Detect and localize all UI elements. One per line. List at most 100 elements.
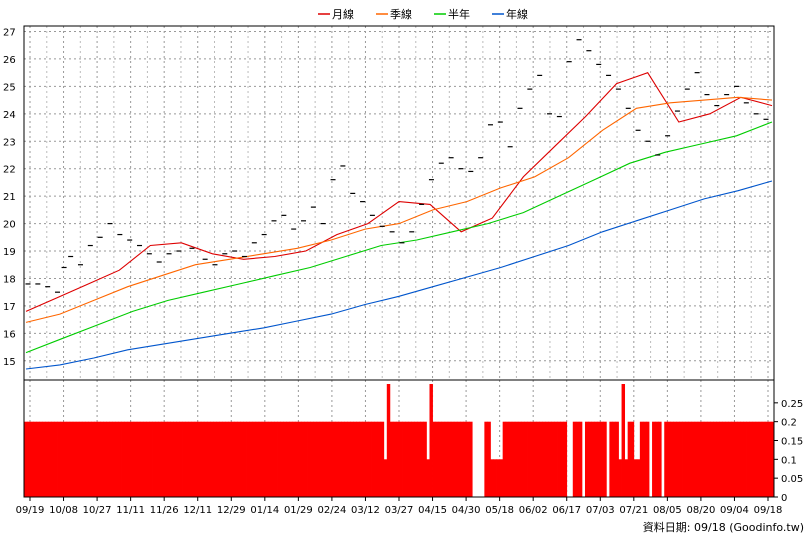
volume-bar bbox=[274, 421, 278, 497]
volume-bar bbox=[502, 421, 507, 497]
volume-bar bbox=[170, 421, 174, 497]
volume-bar bbox=[588, 421, 592, 497]
volume-bar bbox=[459, 421, 464, 497]
volume-bar bbox=[746, 421, 751, 497]
volume-bar bbox=[624, 459, 629, 497]
volume-bar bbox=[633, 459, 638, 497]
volume-bar bbox=[325, 421, 330, 497]
volume-bar bbox=[197, 421, 202, 497]
volume-bar bbox=[435, 421, 440, 497]
volume-bar bbox=[466, 421, 470, 497]
volume-bar bbox=[548, 421, 552, 497]
volume-bar bbox=[731, 421, 735, 497]
volume-bar bbox=[713, 421, 717, 497]
volume-bar bbox=[283, 421, 287, 497]
legend-label: 半年 bbox=[448, 7, 470, 21]
volume-bar bbox=[206, 421, 211, 497]
volume-bar bbox=[362, 421, 366, 497]
volume-bar bbox=[161, 421, 165, 497]
volume-bar bbox=[600, 421, 604, 497]
volume-bar bbox=[356, 421, 360, 497]
x-tick-label: 11/26 bbox=[150, 505, 179, 516]
volume-bar bbox=[209, 421, 214, 497]
volume-bar bbox=[152, 421, 156, 497]
legend-label: 年線 bbox=[506, 7, 528, 21]
volume-bar bbox=[292, 421, 296, 497]
x-tick-label: 05/18 bbox=[485, 505, 514, 516]
volume-bar bbox=[295, 421, 299, 497]
y-tick-label: 26 bbox=[3, 55, 16, 66]
volume-bar bbox=[331, 421, 336, 497]
volume-bar bbox=[124, 421, 129, 497]
x-tick-label: 08/20 bbox=[686, 505, 715, 516]
y-tick-label: 0 bbox=[781, 493, 787, 504]
volume-bar bbox=[584, 421, 589, 497]
volume-bar bbox=[301, 421, 305, 497]
volume-bar bbox=[420, 421, 424, 497]
volume-bar bbox=[365, 421, 369, 497]
volume-bar bbox=[405, 421, 409, 497]
volume-bar bbox=[60, 421, 65, 497]
volume-bar bbox=[496, 459, 501, 497]
volume-bar bbox=[164, 421, 168, 497]
volume-bar bbox=[176, 421, 180, 497]
x-tick-label: 12/11 bbox=[183, 505, 212, 516]
volume-bar bbox=[286, 421, 290, 497]
legend: 月線 季線 半年 年線 bbox=[318, 7, 528, 21]
volume-bar bbox=[63, 421, 68, 497]
volume-bar bbox=[130, 421, 135, 497]
volume-bar bbox=[219, 421, 223, 497]
volume-bar bbox=[709, 421, 714, 497]
volume-bar bbox=[402, 421, 406, 497]
y-tick-label: 22 bbox=[3, 165, 16, 176]
volume-bar bbox=[298, 421, 302, 497]
volume-bar bbox=[103, 421, 107, 497]
volume-bar bbox=[630, 421, 635, 497]
volume-bar bbox=[609, 421, 613, 497]
moving-average-lines bbox=[25, 72, 773, 370]
volume-bar bbox=[484, 421, 488, 497]
volume-bar bbox=[429, 384, 433, 497]
volume-bar bbox=[45, 421, 49, 497]
x-tick-label: 02/24 bbox=[317, 505, 346, 516]
y-tick-label: 0.1 bbox=[781, 455, 797, 466]
volume-bar bbox=[237, 421, 241, 497]
volume-bar bbox=[703, 421, 708, 497]
x-tick-label: 07/03 bbox=[586, 505, 615, 516]
x-tick-label: 09/19 bbox=[16, 505, 45, 516]
volume-bar bbox=[728, 421, 732, 497]
volume-bar bbox=[740, 421, 744, 497]
volume-bar bbox=[514, 421, 519, 497]
volume-bar bbox=[118, 421, 122, 497]
volume-bar bbox=[667, 421, 671, 497]
volume-bar bbox=[106, 421, 110, 497]
volume-bar bbox=[133, 421, 138, 497]
volume-bar bbox=[280, 421, 284, 497]
volume-bar bbox=[752, 421, 757, 497]
volume-bar bbox=[655, 421, 659, 497]
volume-bar bbox=[463, 421, 467, 497]
volume-bar bbox=[267, 421, 272, 497]
volume-bar bbox=[33, 421, 37, 497]
volume-bar bbox=[505, 421, 510, 497]
volume-bar bbox=[392, 421, 397, 497]
y-tick-label: 0.2 bbox=[781, 418, 797, 429]
y-tick-label: 16 bbox=[3, 329, 16, 340]
volume-bar bbox=[456, 421, 461, 497]
volume-bar bbox=[112, 421, 116, 497]
volume-bar bbox=[173, 421, 177, 497]
volume-bar bbox=[155, 421, 159, 497]
volume-bar bbox=[289, 421, 293, 497]
volume-bar bbox=[688, 421, 693, 497]
volume-bar bbox=[341, 421, 345, 497]
x-tick-label: 06/02 bbox=[519, 505, 548, 516]
volume-bar bbox=[234, 421, 238, 497]
volume-bar bbox=[216, 421, 220, 497]
volume-bar bbox=[530, 421, 534, 497]
series-line-月線 bbox=[25, 72, 773, 312]
series-line-年線 bbox=[25, 180, 773, 370]
volume-bar bbox=[511, 421, 516, 497]
y-tick-label: 0.15 bbox=[781, 437, 803, 448]
volume-bar bbox=[277, 421, 281, 497]
volume-bar bbox=[621, 384, 626, 497]
